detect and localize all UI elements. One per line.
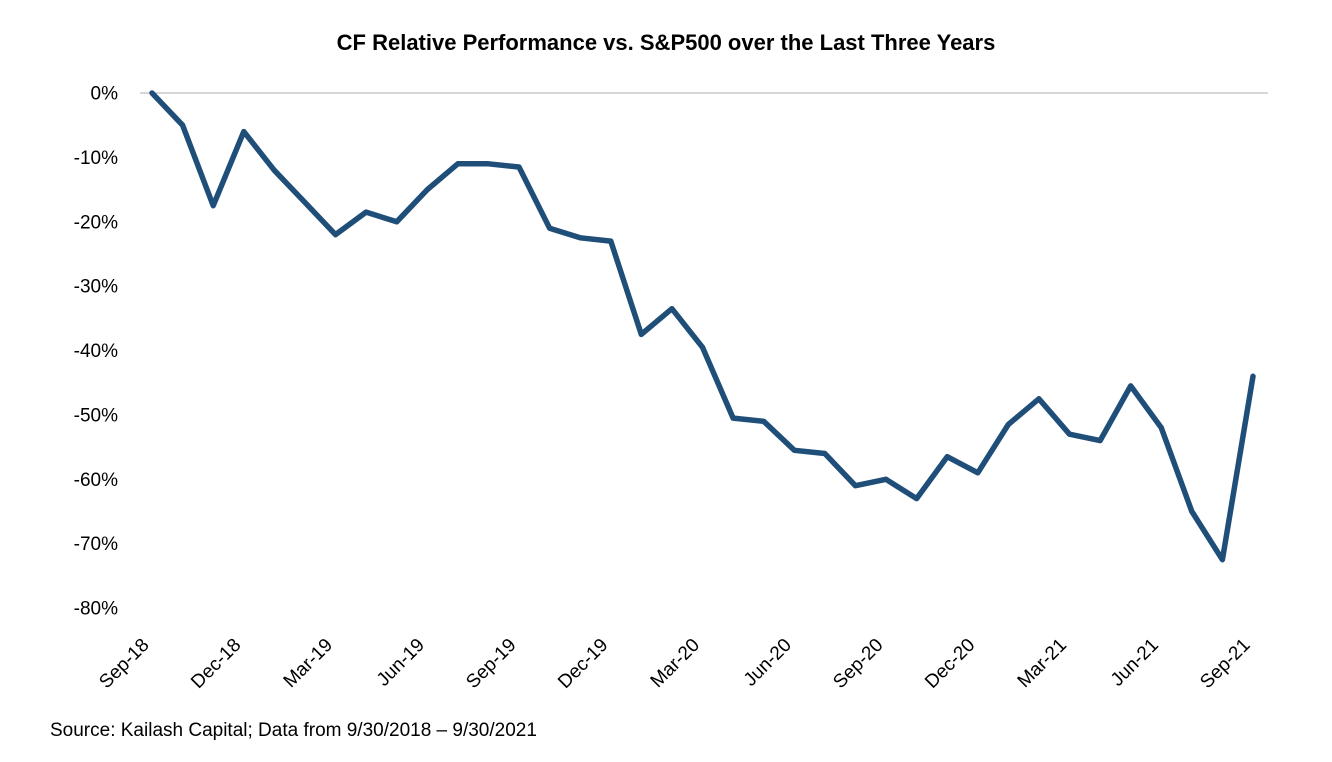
y-axis-label: -60% [74,470,118,491]
x-axis-labels: Sep-18 Dec-18 Mar-19 Jun-19 Sep-19 Dec-19 Mar-… [95,635,1254,693]
x-axis-label: Sep-19 [462,635,520,693]
x-axis-label: Mar-21 [1014,635,1071,692]
y-axis-label: -40% [74,341,118,362]
performance-line [149,90,1256,563]
source-note: Source: Kailash Capital; Data from 9/30/… [50,720,537,741]
x-axis-label: Mar-20 [647,635,704,692]
y-axis-label: -20% [74,212,118,233]
x-axis-label: Sep-21 [1196,635,1254,693]
x-axis-label: Jun-21 [1107,635,1163,691]
y-axis-label: -10% [74,148,118,169]
x-axis-label: Sep-20 [829,635,887,693]
y-axis-label: 0% [91,84,119,105]
x-axis-label: Jun-20 [740,635,796,691]
x-axis-label: Dec-20 [921,635,979,693]
x-axis-label: Mar-19 [280,635,337,692]
y-axis-labels: 0% -10% -20% -30% -40% -50% -60% -70% -80% [74,84,118,620]
chart-title: CF Relative Performance vs. S&P500 over … [336,30,996,55]
x-axis-label: Dec-19 [554,635,612,693]
y-axis-label: -80% [74,599,118,620]
y-axis-label: -70% [74,534,118,555]
x-axis-label: Sep-18 [95,635,153,693]
y-axis-label: -30% [74,277,118,298]
y-axis-label: -50% [74,405,118,426]
x-axis-label: Dec-18 [187,635,245,693]
x-axis-label: Jun-19 [373,635,429,691]
